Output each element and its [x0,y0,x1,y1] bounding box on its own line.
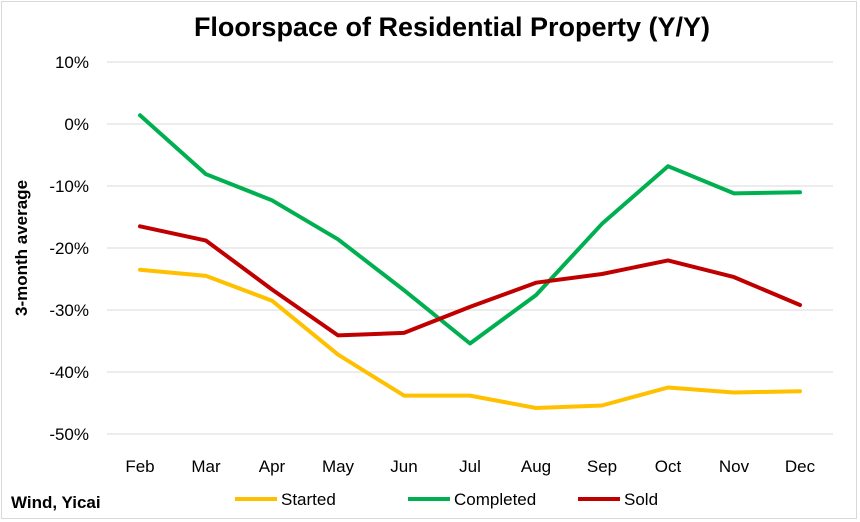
series-line-completed [138,113,802,346]
legend-label-started: Started [281,490,336,509]
series-lines [138,113,802,410]
y-axis-label: 3-month average [12,180,31,316]
legend: Started Completed Sold [235,490,658,509]
x-tick-label: Feb [125,457,154,476]
series-line-sold [138,224,802,338]
y-tick-label: -30% [49,301,89,320]
source-note: Wind, Yicai [11,493,101,512]
legend-label-completed: Completed [454,490,536,509]
x-tick-label: Oct [655,457,682,476]
x-axis-ticks: Feb Mar Apr May Jun Jul Aug Sep Oct Nov Dec [125,457,815,476]
x-tick-label: May [322,457,355,476]
x-tick-label: Mar [191,457,221,476]
y-tick-label: 0% [64,115,89,134]
x-tick-label: Aug [521,457,551,476]
gridlines [107,61,833,435]
chart-title: Floorspace of Residential Property (Y/Y) [194,12,710,42]
x-tick-label: Apr [259,457,286,476]
x-tick-label: Jul [459,457,481,476]
y-tick-label: -50% [49,425,89,444]
y-axis-ticks: 10% 0% -10% -20% -30% -40% -50% [49,53,89,444]
y-tick-label: -10% [49,177,89,196]
x-tick-label: Jun [390,457,417,476]
series-line-started [138,267,802,410]
x-tick-label: Nov [719,457,750,476]
y-tick-label: 10% [55,53,89,72]
x-tick-label: Dec [785,457,816,476]
legend-label-sold: Sold [624,490,658,509]
x-tick-label: Sep [587,457,617,476]
y-tick-label: -40% [49,363,89,382]
y-tick-label: -20% [49,239,89,258]
